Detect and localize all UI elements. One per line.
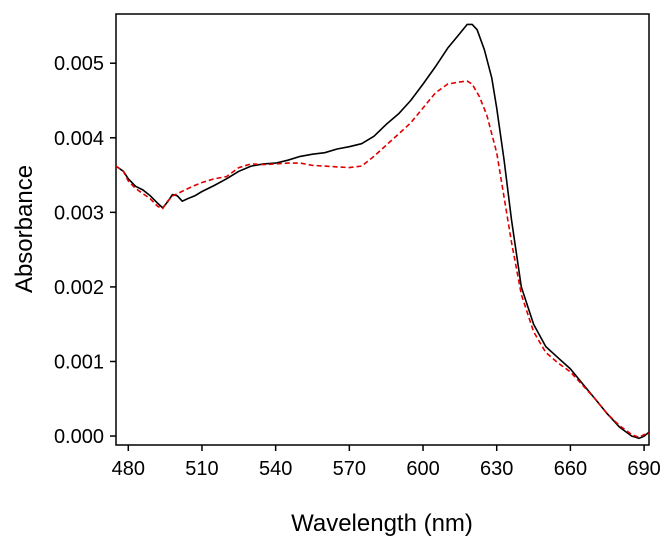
x-axis-title: Wavelength (nm) [291, 510, 473, 537]
series-line-dashed [115, 80, 650, 439]
x-tick-label: 480 [112, 458, 145, 480]
y-tick-label: 0.000 [54, 426, 104, 448]
series-layer [115, 23, 650, 440]
x-tick-label: 570 [333, 458, 366, 480]
y-tick-label: 0.005 [54, 53, 104, 75]
y-tick-label: 0.004 [54, 128, 104, 150]
x-tick-label: 510 [185, 458, 218, 480]
y-tick-label: 0.001 [54, 351, 104, 373]
x-tick-label: 630 [480, 458, 513, 480]
x-tick-label: 660 [554, 458, 587, 480]
y-axis-ticks: 0.000 0.001 0.002 0.003 0.004 0.005 [54, 53, 116, 448]
y-tick-label: 0.002 [54, 277, 104, 299]
x-tick-label: 690 [627, 458, 660, 480]
y-tick-label: 0.003 [54, 202, 104, 224]
plot-frame [115, 13, 650, 446]
x-tick-label: 540 [259, 458, 292, 480]
x-tick-label: 600 [406, 458, 439, 480]
y-axis-title: Absorbance [11, 165, 38, 293]
x-axis-ticks: 480 510 540 570 600 630 660 690 [112, 445, 661, 480]
series-line-solid [115, 23, 650, 440]
